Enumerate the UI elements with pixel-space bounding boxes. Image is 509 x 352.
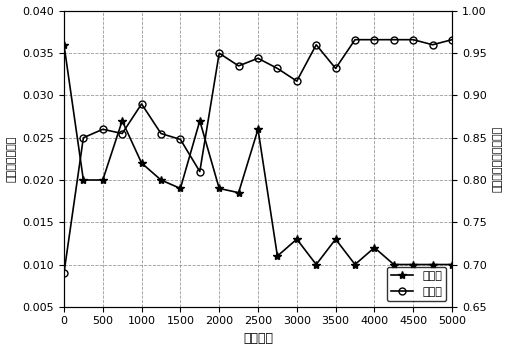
利用率 [197,169,203,174]
Y-axis label: 系统握手失败率: 系统握手失败率 [7,136,17,182]
握话率 [372,245,378,250]
握话率 [177,186,183,190]
握话率 [236,190,242,195]
利用率 [294,79,300,83]
利用率 [158,131,164,136]
利用率 [449,38,455,42]
握话率 [332,237,338,241]
Line: 握话率: 握话率 [60,40,456,269]
X-axis label: 仿真步数: 仿真步数 [243,332,273,345]
利用率 [216,51,222,55]
利用率 [236,64,242,68]
利用率 [255,56,261,61]
握话率 [100,178,106,182]
利用率 [177,137,183,142]
Line: 利用率: 利用率 [61,36,456,276]
握话率 [119,119,125,123]
握话率 [138,161,145,165]
握话率 [255,127,261,131]
握话率 [216,186,222,190]
握话率 [430,262,436,266]
利用率 [410,38,416,42]
利用率 [138,102,145,106]
利用率 [119,131,125,136]
握话率 [313,262,319,266]
握话率 [294,237,300,241]
握话率 [158,178,164,182]
握话率 [197,119,203,123]
握话率 [410,262,416,266]
握话率 [80,178,87,182]
利用率 [352,38,358,42]
握话率 [61,43,67,47]
利用率 [430,43,436,47]
利用率 [391,38,397,42]
握话率 [391,262,397,266]
利用率 [100,127,106,131]
握话率 [274,254,280,258]
利用率 [61,271,67,275]
握话率 [352,262,358,266]
Legend: 握话率, 利用率: 握话率, 利用率 [387,267,446,301]
利用率 [313,43,319,47]
利用率 [332,66,338,70]
利用率 [274,66,280,70]
Y-axis label: 回程综合机资源利用率: 回程综合机资源利用率 [492,126,502,192]
握话率 [449,262,455,266]
利用率 [372,38,378,42]
利用率 [80,136,87,140]
